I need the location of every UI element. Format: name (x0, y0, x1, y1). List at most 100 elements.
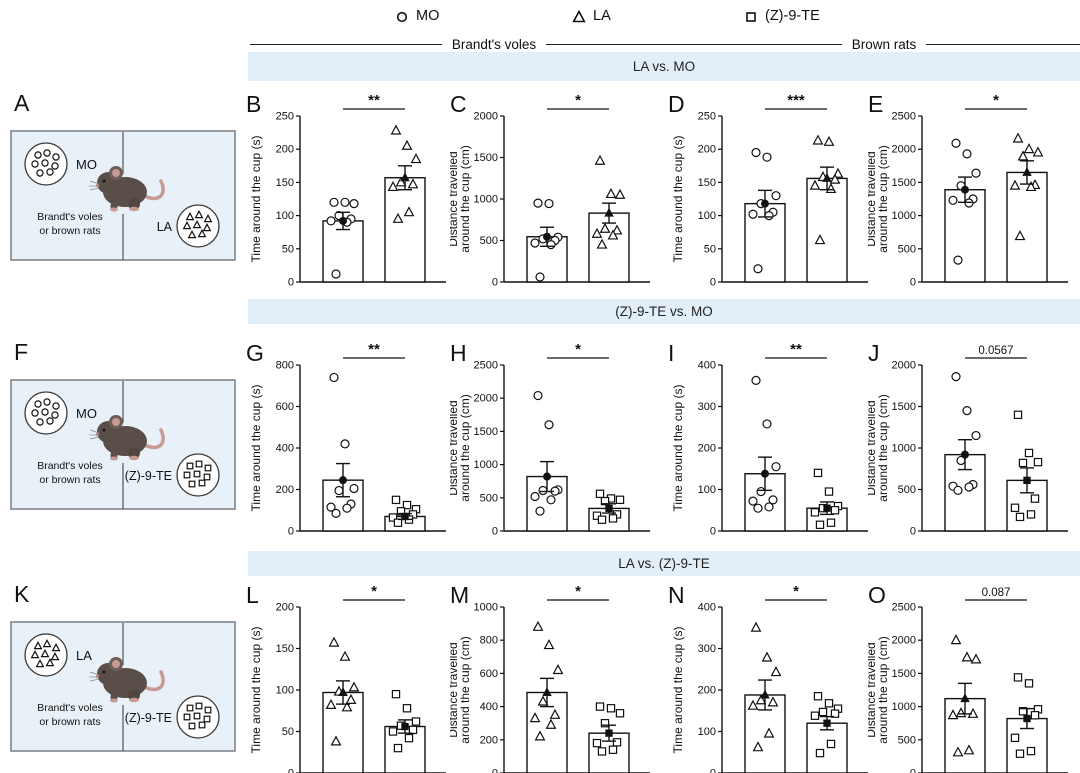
data-point (403, 206, 415, 217)
data-point (813, 468, 823, 478)
data-point (408, 725, 418, 735)
cup-label-top-left: MO (76, 406, 97, 421)
data-point (600, 496, 610, 506)
data-point (529, 712, 541, 723)
data-point (342, 503, 352, 513)
data-point (402, 500, 412, 510)
y-tick-label: 100 (698, 484, 716, 496)
mean-marker (760, 199, 769, 208)
triangle-marker (203, 214, 213, 223)
y-tick-label: 800 (276, 360, 294, 372)
y-tick-label: 1000 (892, 443, 916, 455)
bar-chart: L Time around the cup (s) 0 50 100 150 200 * (246, 582, 446, 773)
rodent-ear-inner (112, 169, 120, 177)
data-point (537, 695, 549, 706)
cup-label-bottom-right: (Z)-9-TE (125, 711, 172, 725)
data-point (809, 179, 821, 190)
data-point (1026, 746, 1036, 756)
data-point (753, 503, 763, 513)
y-tick-label: 1000 (474, 194, 498, 206)
chart-panel-h: H Distance travelled around the cup (cm) 0 5… (446, 340, 652, 541)
rodent-nose (95, 183, 100, 188)
data-point (748, 209, 758, 219)
mean-marker (605, 729, 613, 737)
data-point (951, 372, 961, 382)
rodent-foot (110, 698, 118, 703)
panel-letter: O (868, 583, 886, 608)
chart-panel-e: E Distance travelled around the cup (cm) 0 5… (864, 91, 1070, 292)
data-point (595, 702, 605, 711)
data-point (600, 719, 610, 728)
mean-marker (542, 232, 551, 241)
arena-caption: Brandt's voles (37, 702, 103, 714)
y-tick-label: 0 (710, 526, 716, 538)
rodent-whisker (89, 678, 100, 682)
data-point (1014, 230, 1026, 241)
panel-letter: J (868, 341, 880, 366)
panel-letter: E (868, 92, 883, 117)
rodent-foot (129, 697, 139, 703)
data-point (395, 176, 407, 187)
data-point (330, 735, 342, 746)
y-tick-label: 200 (480, 734, 498, 746)
data-point (597, 747, 607, 756)
triangle-marker (30, 650, 40, 659)
rule-line (688, 43, 842, 45)
data-point (608, 745, 618, 754)
y-tick-label: 1500 (474, 426, 498, 438)
data-point (545, 718, 557, 729)
data-point (1032, 146, 1044, 157)
rodent-leg (128, 447, 140, 459)
y-axis-label: Time around the cup (s) (671, 385, 685, 512)
sig-label: * (993, 92, 999, 109)
data-point (410, 153, 422, 164)
data-point (334, 485, 344, 496)
data-point (592, 738, 602, 748)
legend-item-z9te: (Z)-9-TE (744, 8, 820, 24)
triangle-marker (185, 212, 195, 221)
triangle-marker (50, 652, 60, 661)
mean-marker (823, 504, 831, 512)
y-tick-label: 150 (276, 643, 294, 655)
circle-marker-icon (396, 11, 408, 23)
data-point (761, 651, 773, 662)
data-point (823, 135, 835, 146)
bar-LA (384, 177, 426, 283)
rodent-leg (128, 198, 140, 210)
arena-svg: LA (Z)-9-TE Brandt's voles or brown rats (10, 621, 236, 752)
data-point (1015, 749, 1025, 758)
data-point (962, 149, 972, 159)
y-axis-label: Distance travelled (450, 400, 460, 495)
chart-panel-g: G Time around the cup (s) 0 200 400 600 800 ** (246, 340, 448, 541)
square-marker-icon (746, 12, 756, 22)
arena-caption: Brandt's voles (37, 460, 103, 472)
data-point (748, 496, 758, 506)
chart-panel-c: C Distance travelled around the cup (cm) 0 5… (446, 91, 652, 292)
data-point (826, 739, 836, 749)
species-group-brown-rats: Brown rats (688, 36, 1080, 52)
y-tick-label: 1000 (474, 602, 498, 614)
y-tick-label: 800 (480, 635, 498, 647)
data-point (388, 727, 398, 736)
data-point (1030, 711, 1040, 720)
mean-marker (401, 512, 409, 521)
square-marker (186, 704, 194, 712)
data-point (543, 639, 555, 650)
data-point (747, 699, 759, 710)
data-point (1017, 150, 1029, 161)
triangle-marker-icon (572, 9, 586, 23)
data-point (1010, 733, 1020, 743)
triangle-marker (182, 221, 192, 230)
triangle-marker (35, 659, 45, 668)
data-point (530, 491, 540, 502)
data-point (339, 650, 351, 661)
data-point (390, 124, 402, 135)
data-point (832, 167, 844, 178)
data-point (764, 502, 774, 512)
circle-marker (51, 162, 59, 170)
mean-marker (760, 689, 770, 699)
data-point (810, 508, 820, 517)
data-point (329, 197, 339, 207)
